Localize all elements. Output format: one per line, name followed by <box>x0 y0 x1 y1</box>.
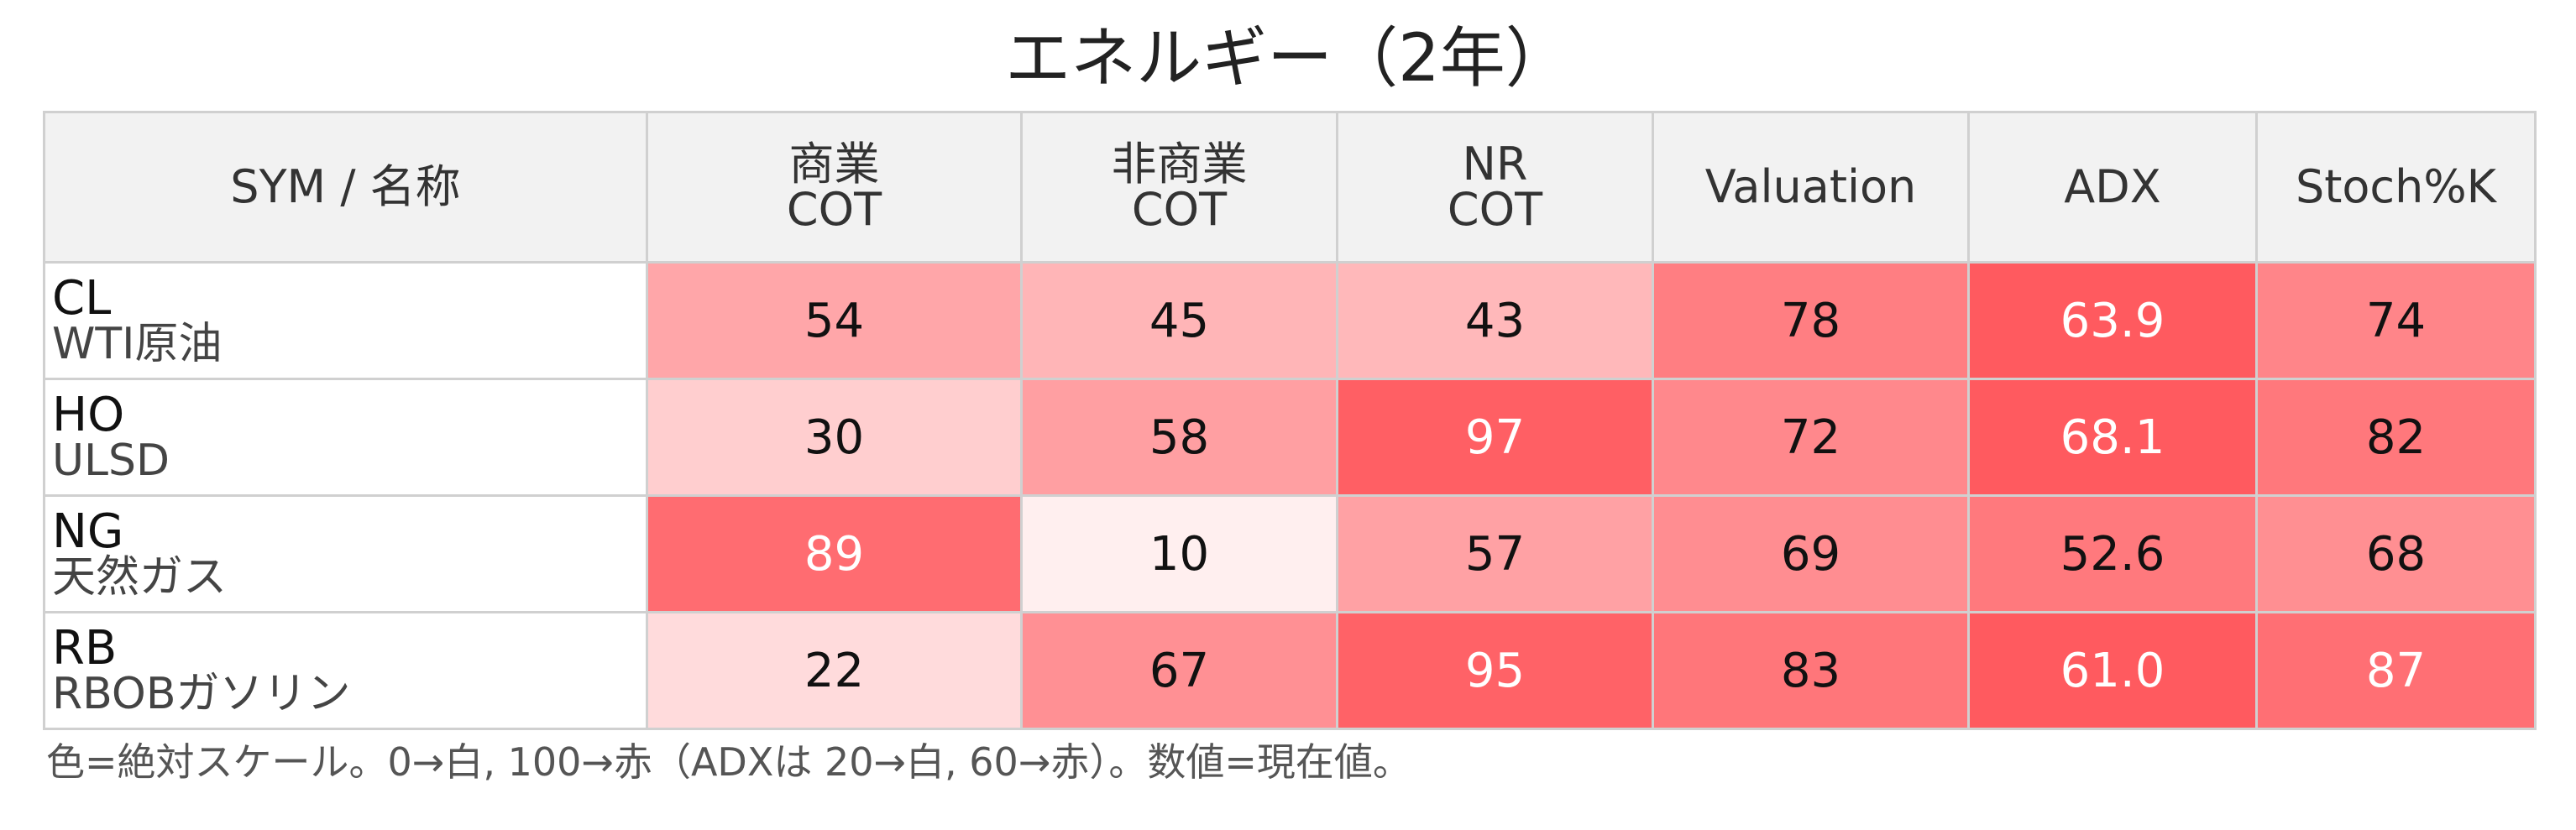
heat-cell-rb-noncommercial_cot: 67 <box>1020 611 1338 730</box>
heat-cell-ng-nr_cot: 57 <box>1336 494 1654 613</box>
heat-cell-ng-valuation: 69 <box>1652 494 1970 613</box>
column-header-line: COT <box>1131 183 1228 236</box>
column-header-adx: ADX <box>1967 111 2258 264</box>
row-symbol: CL <box>52 271 112 326</box>
column-header-commercial_cot: 商業 COT <box>646 111 1023 264</box>
row-symbol: RB <box>52 621 118 676</box>
header-row: SYM / 名称 商業 COT 非商業 COT NR COT Valuation ADX Sto… <box>43 111 2537 264</box>
column-header-line: COT <box>1447 183 1543 236</box>
heat-cell-rb-commercial_cot: 22 <box>646 611 1023 730</box>
heat-cell-cl-valuation: 78 <box>1652 261 1970 380</box>
column-header-line: NR <box>1462 138 1528 191</box>
row-label-cell: CL WTI原油 <box>43 261 648 380</box>
table-row-cl: CL WTI原油 54 45 43 78 63.9 74 <box>43 261 2537 380</box>
row-name: ULSD <box>52 436 170 486</box>
heatmap-table: SYM / 名称 商業 COT 非商業 COT NR COT Valuation ADX Sto… <box>43 111 2537 730</box>
footnote: 色=絶対スケール。0→白, 100→赤（ADXは 20→白, 60→赤）。数値=… <box>46 739 1411 785</box>
table-row-rb: RB RBOBガソリン 22 67 95 83 61.0 87 <box>43 611 2537 730</box>
column-header-valuation: Valuation <box>1652 111 1970 264</box>
heat-cell-rb-stoch_k: 87 <box>2255 611 2537 730</box>
column-header-line: COT <box>786 183 882 236</box>
heat-cell-cl-nr_cot: 43 <box>1336 261 1654 380</box>
heat-cell-cl-stoch_k: 74 <box>2255 261 2537 380</box>
heat-cell-ho-noncommercial_cot: 58 <box>1020 378 1338 497</box>
row-name: WTI原油 <box>52 319 223 369</box>
heat-cell-ho-adx: 68.1 <box>1967 378 2258 497</box>
column-header-nr_cot: NR COT <box>1336 111 1654 264</box>
heat-cell-ho-valuation: 72 <box>1652 378 1970 497</box>
heat-cell-rb-adx: 61.0 <box>1967 611 2258 730</box>
row-label-cell: HO ULSD <box>43 378 648 497</box>
heat-cell-cl-commercial_cot: 54 <box>646 261 1023 380</box>
heat-cell-ho-nr_cot: 97 <box>1336 378 1654 497</box>
table-row-ng: NG 天然ガス 89 10 57 69 52.6 68 <box>43 494 2537 613</box>
row-name: 天然ガス <box>52 552 228 603</box>
column-header-line: 商業 <box>788 138 880 191</box>
row-name: RBOBガソリン <box>52 669 351 719</box>
column-header-line: 非商業 <box>1111 138 1248 191</box>
heat-cell-ng-adx: 52.6 <box>1967 494 2258 613</box>
column-header-noncommercial_cot: 非商業 COT <box>1020 111 1338 264</box>
heat-cell-ng-noncommercial_cot: 10 <box>1020 494 1338 613</box>
heat-cell-cl-adx: 63.9 <box>1967 261 2258 380</box>
heat-cell-ho-commercial_cot: 30 <box>646 378 1023 497</box>
heat-cell-ng-stoch_k: 68 <box>2255 494 2537 613</box>
column-header-line: Valuation <box>1704 160 1917 213</box>
table-row-ho: HO ULSD 30 58 97 72 68.1 82 <box>43 378 2537 497</box>
row-header-cell: SYM / 名称 <box>43 111 648 264</box>
heat-cell-rb-nr_cot: 95 <box>1336 611 1654 730</box>
heat-cell-rb-valuation: 83 <box>1652 611 1970 730</box>
row-label-cell: RB RBOBガソリン <box>43 611 648 730</box>
table-body: CL WTI原油 54 45 43 78 63.9 74 HO ULSD 30 58 97 72 68.1 8… <box>43 261 2537 730</box>
column-header-line: ADX <box>2064 160 2161 213</box>
column-header-stoch_k: Stoch%K <box>2255 111 2537 264</box>
column-header-line: Stoch%K <box>2295 160 2497 213</box>
row-label-cell: NG 天然ガス <box>43 494 648 613</box>
heat-cell-ho-stoch_k: 82 <box>2255 378 2537 497</box>
row-symbol: NG <box>52 504 124 559</box>
heat-cell-cl-noncommercial_cot: 45 <box>1020 261 1338 380</box>
row-symbol: HO <box>52 388 125 442</box>
chart-title: エネルギー（2年） <box>1005 21 1571 97</box>
heat-cell-ng-commercial_cot: 89 <box>646 494 1023 613</box>
